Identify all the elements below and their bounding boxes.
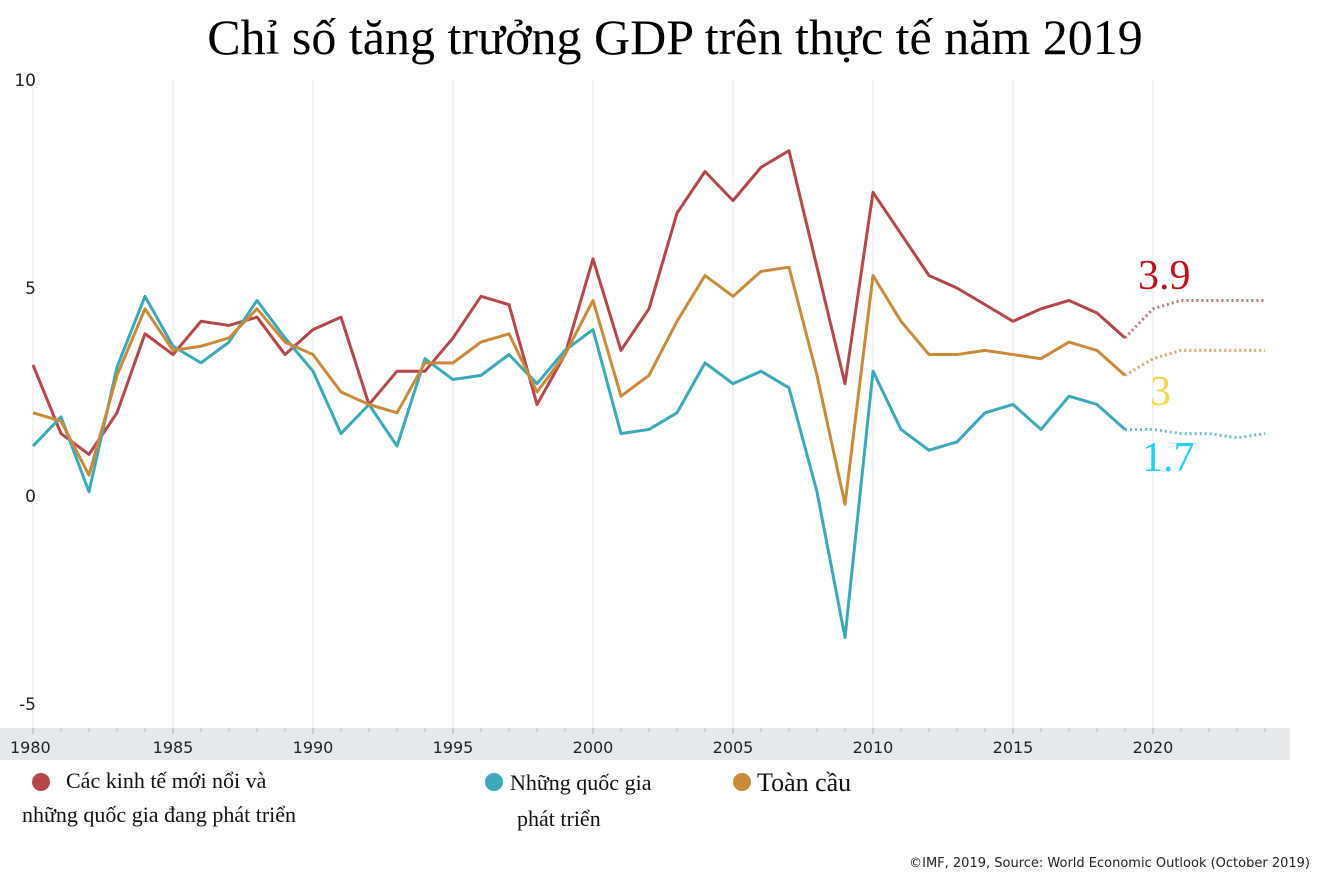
annotation-advanced: 1.7 <box>1142 435 1195 481</box>
x-tick-label: 2010 <box>853 738 894 757</box>
legend-label-emerging-1: Các kinh tế mới nổi và <box>66 768 267 793</box>
annotation-world: 3 <box>1150 369 1171 415</box>
legend-label-advanced-2: phát triển <box>517 806 601 831</box>
legend-label-advanced-1: Những quốc gia <box>510 770 652 795</box>
series-line-2 <box>32 265 1126 506</box>
legend-label-world: Toàn cầu <box>757 768 852 797</box>
series-line-1 <box>31 294 1126 639</box>
series-projection-1 <box>1125 427 1266 440</box>
series-projection-0 <box>1123 298 1265 339</box>
x-tick-label: 1980 <box>10 738 51 757</box>
y-tick-label: 10 <box>14 71 36 91</box>
legend-marker-world <box>733 773 751 791</box>
legend-label-emerging-2: những quốc gia đang phát triển <box>22 802 297 827</box>
x-tick-label: 1985 <box>153 738 194 757</box>
x-tick-label: 1990 <box>293 738 334 757</box>
x-tick-label: 2000 <box>573 738 614 757</box>
series-projection-2 <box>1124 348 1265 377</box>
chart-title: Chỉ số tăng trưởng GDP trên thực tế năm … <box>207 9 1143 65</box>
y-tick-label: 0 <box>25 487 36 507</box>
source-credit: ©IMF, 2019, Source: World Economic Outlo… <box>909 856 1310 871</box>
x-tick-label: 1995 <box>433 738 474 757</box>
x-tick-label: 2005 <box>713 738 754 757</box>
series-line-0 <box>31 149 1126 456</box>
x-tick-label: 2020 <box>1133 738 1174 757</box>
legend-marker-advanced <box>485 773 503 791</box>
x-axis-band <box>0 728 1290 760</box>
y-tick-label: 5 <box>25 279 36 299</box>
x-tick-label: 2015 <box>993 738 1034 757</box>
y-tick-label: -5 <box>19 695 36 715</box>
legend-marker-emerging <box>32 773 50 791</box>
annotation-emerging: 3.9 <box>1138 253 1191 299</box>
